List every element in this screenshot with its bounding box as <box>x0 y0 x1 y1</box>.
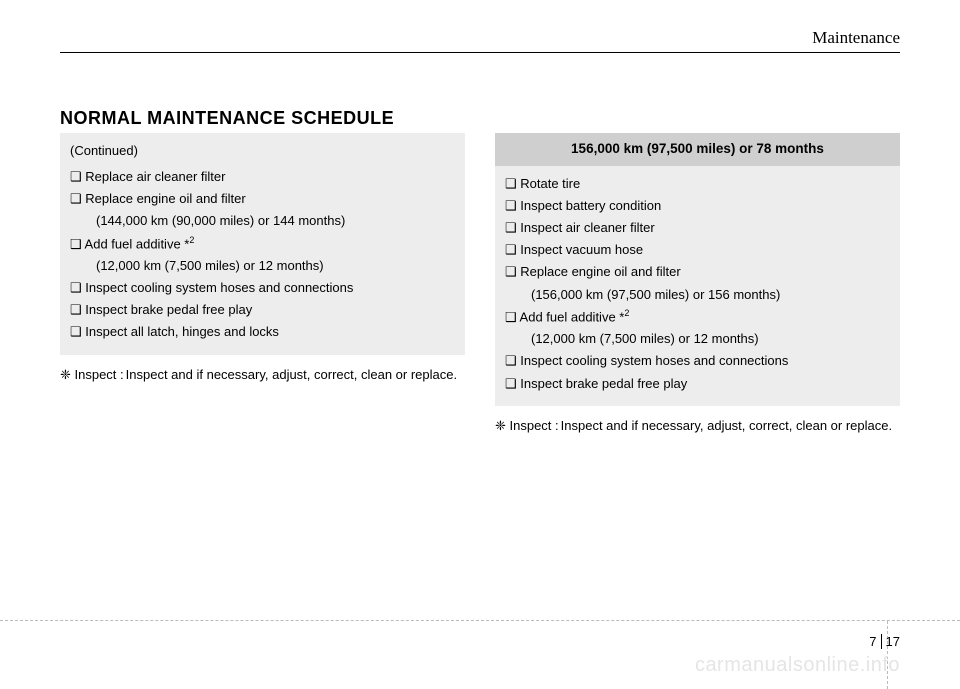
chapter-number: 7 <box>864 634 882 649</box>
watermark: carmanualsonline.info <box>695 654 900 677</box>
note-body: Inspect and if necessary, adjust, correc… <box>561 416 900 436</box>
main-title: NORMAL MAINTENANCE SCHEDULE <box>60 108 900 129</box>
left-items: ❑ Replace air cleaner filter❑ Replace en… <box>70 167 455 342</box>
list-item: ❑ Add fuel additive *2 <box>505 307 890 327</box>
section-title: Maintenance <box>812 28 900 48</box>
page: Maintenance NORMAL MAINTENANCE SCHEDULE … <box>0 0 960 689</box>
left-column: (Continued) ❑ Replace air cleaner filter… <box>60 133 465 435</box>
list-item-sub: (144,000 km (90,000 miles) or 144 months… <box>70 211 455 231</box>
right-box: 156,000 km (97,500 miles) or 78 months ❑… <box>495 133 900 406</box>
note-body: Inspect and if necessary, adjust, correc… <box>126 365 465 385</box>
list-item-sub: (12,000 km (7,500 miles) or 12 months) <box>70 256 455 276</box>
list-item: ❑ Inspect cooling system hoses and conne… <box>70 278 455 298</box>
page-number: 17 <box>886 634 900 649</box>
right-items: ❑ Rotate tire❑ Inspect battery condition… <box>505 174 890 394</box>
left-note: ❈ Inspect : Inspect and if necessary, ad… <box>60 365 465 385</box>
list-item-sub: (12,000 km (7,500 miles) or 12 months) <box>505 329 890 349</box>
columns: (Continued) ❑ Replace air cleaner filter… <box>60 133 900 435</box>
list-item: ❑ Inspect all latch, hinges and locks <box>70 322 455 342</box>
list-item: ❑ Rotate tire <box>505 174 890 194</box>
list-item: ❑ Replace air cleaner filter <box>70 167 455 187</box>
footnote-ref: 2 <box>624 308 629 318</box>
header-rule <box>60 52 900 53</box>
note-lead: ❈ Inspect : <box>60 365 126 385</box>
note-lead: ❈ Inspect : <box>495 416 561 436</box>
page-footer: 7 17 <box>864 634 900 649</box>
right-box-header: 156,000 km (97,500 miles) or 78 months <box>495 133 900 166</box>
list-item: ❑ Add fuel additive *2 <box>70 234 455 254</box>
list-item: ❑ Replace engine oil and filter <box>70 189 455 209</box>
list-item: ❑ Inspect brake pedal free play <box>70 300 455 320</box>
list-item: ❑ Inspect brake pedal free play <box>505 374 890 394</box>
right-column: 156,000 km (97,500 miles) or 78 months ❑… <box>495 133 900 435</box>
list-item: ❑ Inspect vacuum hose <box>505 240 890 260</box>
list-item: ❑ Inspect cooling system hoses and conne… <box>505 351 890 371</box>
left-box: (Continued) ❑ Replace air cleaner filter… <box>60 133 465 355</box>
list-item: ❑ Replace engine oil and filter <box>505 262 890 282</box>
continued-label: (Continued) <box>70 141 455 161</box>
list-item-sub: (156,000 km (97,500 miles) or 156 months… <box>505 285 890 305</box>
right-note: ❈ Inspect : Inspect and if necessary, ad… <box>495 416 900 436</box>
footnote-ref: 2 <box>189 235 194 245</box>
list-item: ❑ Inspect air cleaner filter <box>505 218 890 238</box>
dashed-horizontal <box>0 620 960 621</box>
list-item: ❑ Inspect battery condition <box>505 196 890 216</box>
